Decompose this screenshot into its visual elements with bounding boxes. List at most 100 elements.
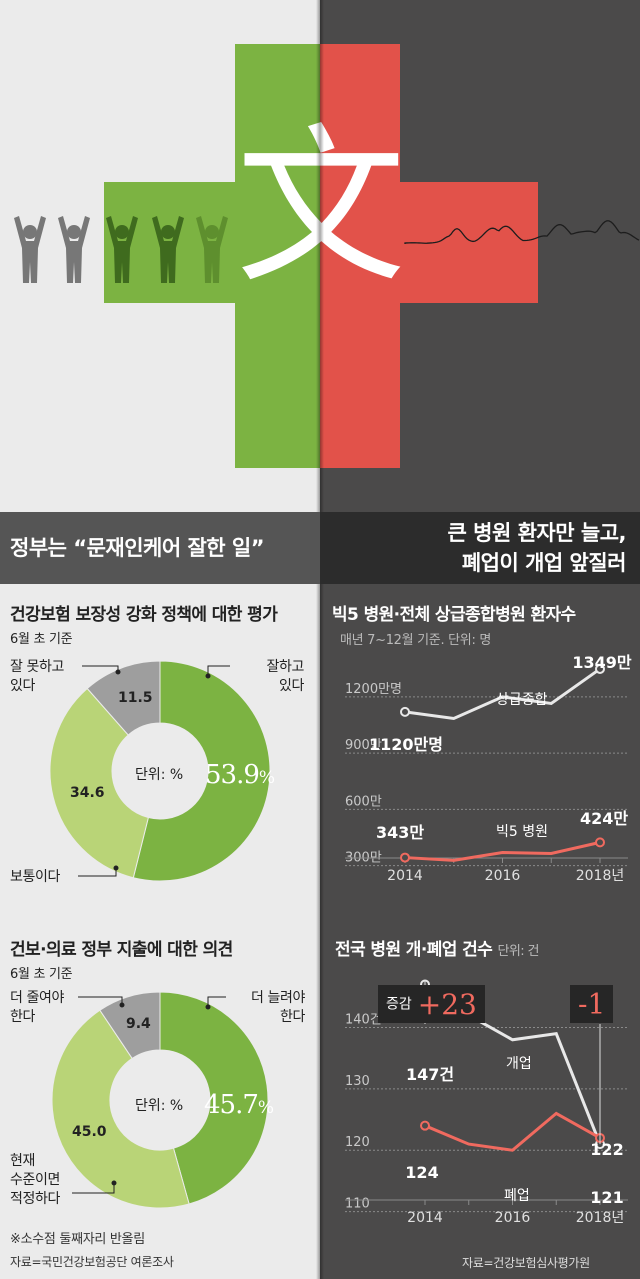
donut1-label-good: 잘하고 있다 <box>266 659 305 694</box>
leader-line <box>78 996 123 1005</box>
donut1-value-bad: 11.5 <box>118 690 153 706</box>
person-head <box>161 225 175 239</box>
person-body <box>196 216 228 283</box>
donut1-label-neutral: 보통이다 <box>10 869 60 885</box>
donut1-label-bad: 잘 못하고 있다 <box>10 659 64 694</box>
donut1-unit: 단위: % <box>135 767 184 783</box>
donut1-chart <box>49 660 271 882</box>
headline-right-line1: 큰 병원 환자만 늘고, <box>447 521 627 545</box>
series-name: 빅5 병원 <box>496 824 548 840</box>
leader-dot <box>115 669 121 675</box>
series-name: 상급종합 <box>496 692 548 708</box>
donut-segment-2 <box>51 1009 190 1209</box>
series-name: 폐업 <box>504 1188 530 1204</box>
donut2-chart <box>51 991 269 1209</box>
x-tick-label: 2016 <box>485 868 521 884</box>
leader-line <box>207 996 226 1007</box>
x-tick-label: 2016 <box>495 1210 531 1226</box>
donut-segment-2 <box>49 687 149 879</box>
donut1-subtitle: 6월 초 기준 <box>10 632 73 647</box>
donut-segment-1 <box>159 991 269 1205</box>
person-head <box>67 225 81 239</box>
donut-segment-3 <box>86 660 161 736</box>
people-icons <box>14 216 228 283</box>
series-line <box>404 667 601 720</box>
headline-right-line2: 폐업이 개업 앞질러 <box>461 551 627 575</box>
data-label: 122 <box>590 1140 623 1159</box>
series-line <box>404 840 601 862</box>
headline-right: 큰 병원 환자만 늘고, 폐업이 개업 앞질러 <box>447 518 627 578</box>
person-icon <box>58 216 90 283</box>
y-tick-label: 140건 <box>345 1013 382 1028</box>
x-tick-label: 2018년 <box>576 1210 625 1226</box>
donut2-unit: 단위: % <box>135 1098 184 1114</box>
data-label: 1120만명 <box>369 735 443 754</box>
leader-dot <box>205 1004 211 1010</box>
donut1-big-value: 53.9% <box>205 760 275 790</box>
donut2-title: 건보·의료 정부 지출에 대한 의견 <box>10 940 233 960</box>
data-label: 124 <box>405 1163 438 1182</box>
x-tick-label: 2014 <box>407 1210 443 1226</box>
hero-char: 文 <box>236 109 407 307</box>
person-head <box>115 225 129 239</box>
person-icon <box>14 216 46 283</box>
line1-subtitle: 매년 7~12월 기준. 단위: 명 <box>340 633 492 648</box>
person-head <box>23 225 37 239</box>
person-icon <box>152 216 184 283</box>
leader-line <box>78 868 117 877</box>
donut2-label-adequate: 현재 수준이면 적정하다 <box>10 1153 60 1207</box>
headline-band-left <box>0 512 320 584</box>
annotation-box-2018: -1 <box>570 985 614 1023</box>
leader-dot <box>113 865 119 871</box>
person-icon <box>196 216 228 283</box>
donut-segment-3 <box>99 991 161 1060</box>
data-label: 121 <box>590 1188 623 1207</box>
donut1-value-neutral: 34.6 <box>70 785 105 801</box>
y-tick-label: 900만 <box>345 738 382 753</box>
source-left: 자료=국민건강보험공단 여론조사 <box>10 1255 174 1269</box>
line2-title: 전국 병원 개·폐업 건수 단위: 건 <box>335 940 540 960</box>
leader-dot <box>119 1002 125 1008</box>
series-name: 개업 <box>506 1056 532 1072</box>
annotation-box-2014: 증감 +23 <box>378 985 485 1023</box>
waveform-icon <box>404 220 640 244</box>
data-point <box>595 663 605 674</box>
hero-illustration <box>14 44 640 468</box>
leader-dot <box>111 1180 117 1186</box>
y-tick-label: 130 <box>345 1074 370 1089</box>
person-head <box>205 225 219 239</box>
headline-band-right <box>320 512 640 584</box>
y-tick-label: 1200만명 <box>345 682 402 697</box>
y-tick-label: 120 <box>345 1135 370 1150</box>
x-tick-label: 2018년 <box>576 868 625 884</box>
y-tick-label: 600만 <box>345 794 382 809</box>
data-label: 1349만 <box>572 653 632 672</box>
data-point <box>400 706 410 717</box>
x-tick-label: 2014 <box>387 868 423 884</box>
data-point <box>400 852 410 863</box>
donut2-label-decrease: 더 줄여야 한다 <box>10 990 64 1025</box>
person-body <box>58 216 90 283</box>
person-body <box>106 216 138 283</box>
donut2-value-decrease: 9.4 <box>126 1016 151 1032</box>
donut2-big-value: 45.7% <box>204 1090 274 1120</box>
donut2-value-adequate: 45.0 <box>72 1124 107 1140</box>
headline-left: 정부는 “문재인케어 잘한 일” <box>10 536 265 560</box>
y-tick-label: 110 <box>345 1197 370 1212</box>
leader-line <box>72 1183 115 1194</box>
series-line <box>424 1111 601 1152</box>
data-label: 147건 <box>406 1065 454 1084</box>
leader-line <box>207 665 230 676</box>
donut2-label-increase: 더 늘려야 한다 <box>251 990 305 1025</box>
data-label: 424만 <box>580 809 628 828</box>
leader-dot <box>205 673 211 679</box>
person-body <box>152 216 184 283</box>
donut-segment-1 <box>132 660 271 882</box>
person-body <box>14 216 46 283</box>
donut1-title: 건강보험 보장성 강화 정책에 대한 평가 <box>10 605 278 625</box>
data-point <box>420 1120 430 1131</box>
data-point <box>595 837 605 848</box>
donut2-subtitle: 6월 초 기준 <box>10 967 73 982</box>
line1-title: 빅5 병원·전체 상급종합병원 환자수 <box>332 605 576 625</box>
